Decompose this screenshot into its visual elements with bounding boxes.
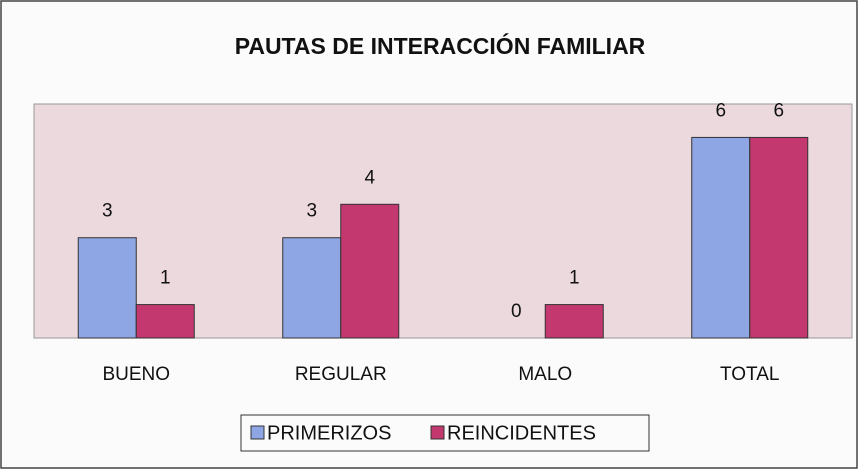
data-label: 6 xyxy=(773,100,784,121)
x-tick-label: TOTAL xyxy=(720,364,779,385)
x-tick-label: REGULAR xyxy=(295,364,387,385)
chart-title: PAUTAS DE INTERACCIÓN FAMILIAR xyxy=(235,32,646,59)
data-label: 3 xyxy=(102,201,113,222)
bar xyxy=(135,304,195,339)
bar xyxy=(749,136,809,339)
data-label: 6 xyxy=(715,100,726,121)
legend-label: PRIMERIZOS xyxy=(267,422,391,444)
data-label: 1 xyxy=(569,268,580,289)
bar xyxy=(544,304,604,339)
data-label: 1 xyxy=(160,268,171,289)
bar xyxy=(691,136,751,339)
x-tick-label: MALO xyxy=(518,364,572,385)
data-label: 4 xyxy=(364,167,375,188)
legend-swatch xyxy=(430,425,445,440)
bar xyxy=(282,237,342,339)
legend-box xyxy=(240,414,650,452)
legend-label: REINCIDENTES xyxy=(447,422,596,444)
bar xyxy=(77,237,137,339)
data-label: 3 xyxy=(306,201,317,222)
bar xyxy=(340,203,400,339)
legend-swatch xyxy=(250,425,265,440)
x-tick-label: BUENO xyxy=(102,364,170,385)
data-label: 0 xyxy=(511,301,522,322)
